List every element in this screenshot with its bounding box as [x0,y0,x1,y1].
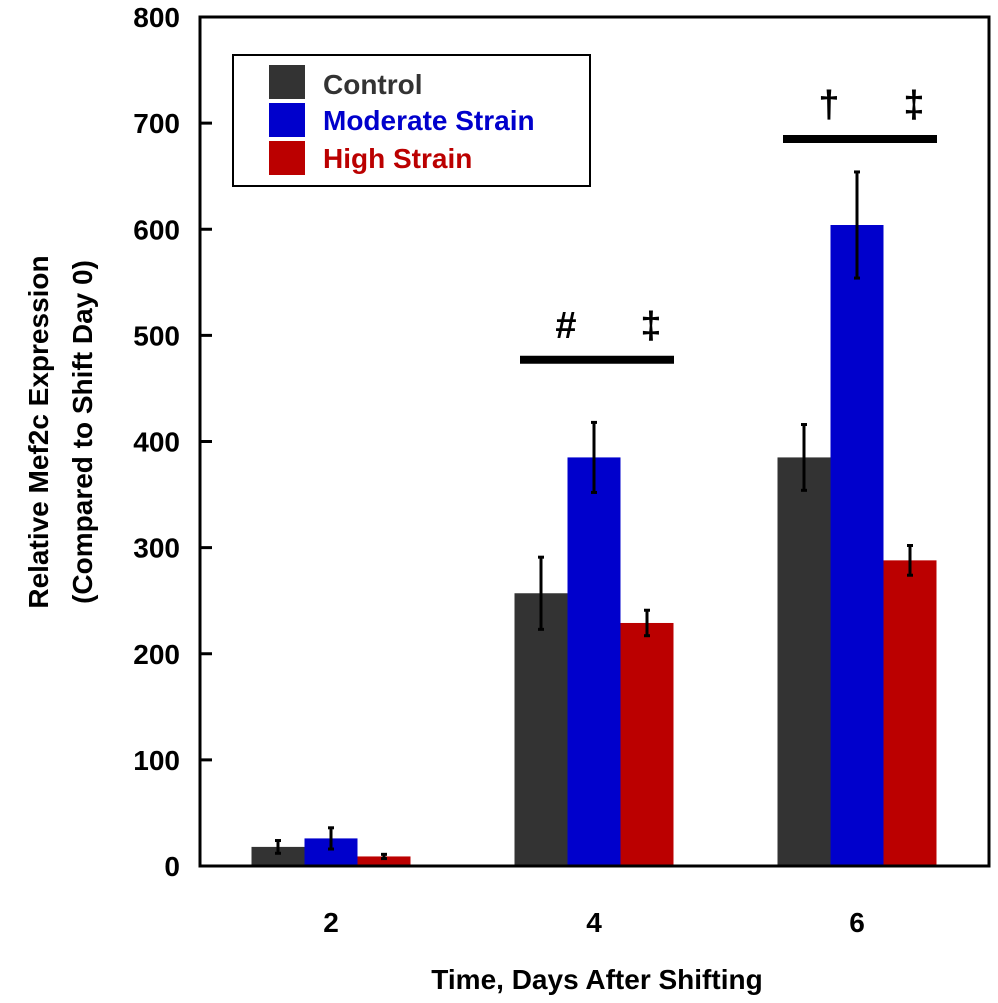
y-tick-label: 300 [133,533,180,564]
x-tick-label: 4 [586,907,602,938]
y-tick-label: 500 [133,320,180,351]
bar-moderate-strain-day-4 [567,457,621,866]
x-tick-label: 6 [849,907,865,938]
legend-label-control: Control [323,69,423,100]
significance-symbol-left: # [555,305,576,347]
significance-symbol-right: ‡ [640,305,661,347]
x-axis-title: Time, Days After Shifting [431,964,762,995]
tick-layer: 0 100 200 300 400 500 600 700 800 2 4 6 [133,2,865,938]
y-tick-label: 800 [133,2,180,33]
y-tick-label: 600 [133,214,180,245]
y-axis-title: Relative Mef2c Expression [23,255,54,608]
error-bars-layer [275,170,913,861]
bar-high-strain-day-6 [883,560,937,866]
bar-control-day-2 [251,846,305,866]
legend-swatch-moderate-strain [269,103,305,137]
bar-control-day-4 [514,593,568,866]
bars-layer [251,225,937,866]
bar-high-strain-day-2 [357,856,411,866]
significance-symbol-left: † [818,84,839,126]
bar-control-day-6 [777,457,831,866]
y-tick-label: 0 [164,851,180,882]
x-tick-label: 2 [323,907,339,938]
significance-layer: # ‡ † ‡ [520,84,937,364]
y-tick-label: 100 [133,745,180,776]
legend-label-high-strain: High Strain [323,143,472,174]
legend-swatch-high-strain [269,141,305,175]
legend: Control Moderate Strain High Strain [232,54,591,187]
plot-frame [198,15,991,868]
y-axis-subtitle: (Compared to Shift Day 0) [67,260,98,604]
legend-swatch-control [269,65,305,99]
y-tick-label: 400 [133,427,180,458]
y-tick-label: 700 [133,108,180,139]
legend-label-moderate-strain: Moderate Strain [323,105,535,136]
y-tick-label: 200 [133,639,180,670]
bar-moderate-strain-day-6 [830,225,884,866]
significance-symbol-right: ‡ [903,84,924,126]
bar-high-strain-day-4 [620,622,674,866]
